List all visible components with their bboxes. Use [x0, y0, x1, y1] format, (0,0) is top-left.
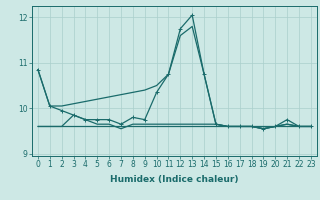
X-axis label: Humidex (Indice chaleur): Humidex (Indice chaleur) [110, 175, 239, 184]
